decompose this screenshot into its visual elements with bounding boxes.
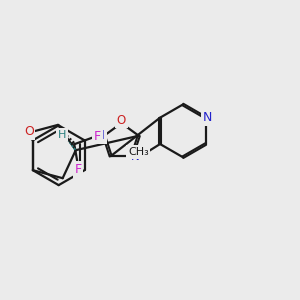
Text: F: F bbox=[94, 130, 101, 143]
Text: CH₃: CH₃ bbox=[128, 147, 149, 157]
Text: O: O bbox=[117, 114, 126, 127]
Text: N: N bbox=[131, 150, 140, 163]
Text: F: F bbox=[75, 163, 82, 176]
Text: N: N bbox=[203, 111, 212, 124]
Text: H: H bbox=[58, 130, 67, 140]
Text: O: O bbox=[24, 125, 34, 138]
Text: N: N bbox=[96, 129, 105, 142]
